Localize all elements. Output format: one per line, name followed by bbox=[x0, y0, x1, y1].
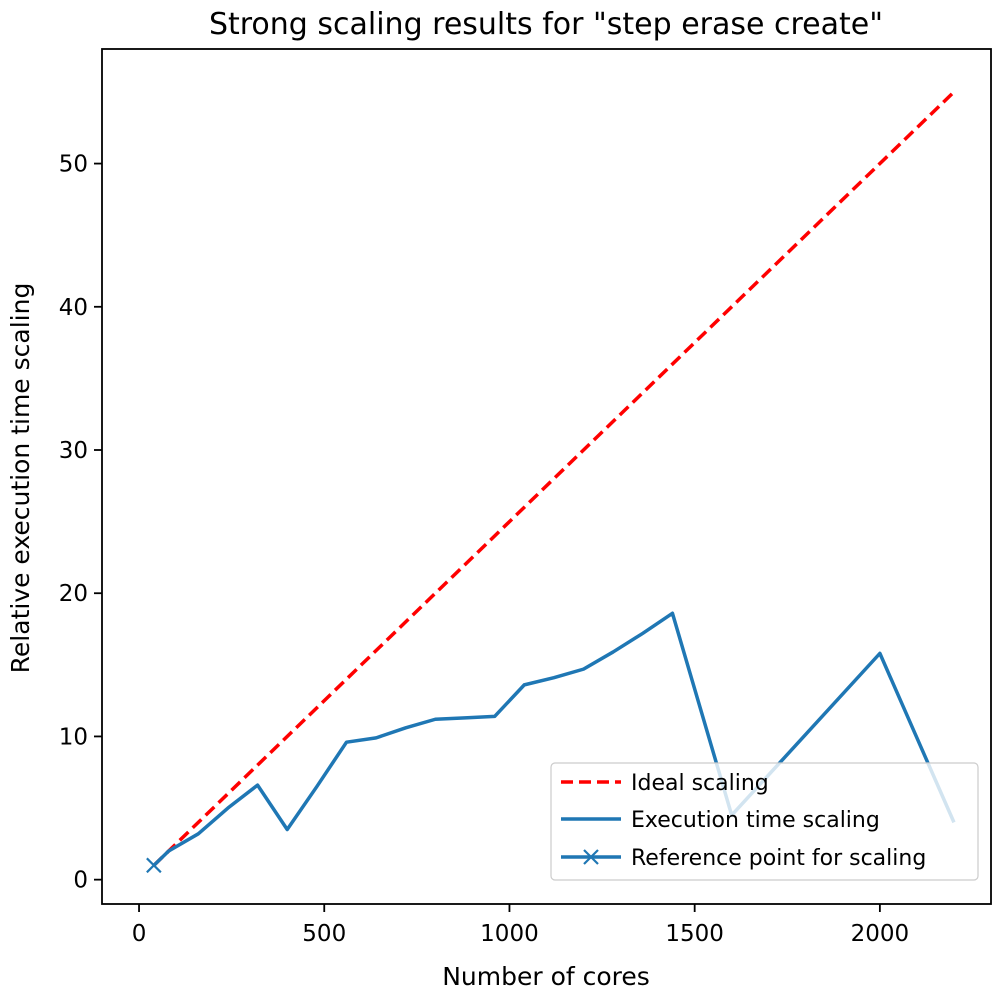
x-tick-label: 1500 bbox=[665, 921, 724, 947]
axes-layer: 0 500 1000 1500 2000 0 10 20 30 40 50 bbox=[59, 48, 992, 947]
legend-swatch-reference-marker-b bbox=[583, 849, 599, 865]
x-tick-label: 0 bbox=[132, 921, 147, 947]
y-axis-label: Relative execution time scaling bbox=[6, 283, 35, 674]
y-tick-label: 30 bbox=[59, 438, 88, 464]
series-layer bbox=[146, 90, 956, 874]
reference-marker-stroke-b bbox=[146, 857, 162, 874]
legend-box bbox=[550, 762, 979, 881]
reference-point-marker bbox=[146, 857, 162, 874]
x-axis-label: Number of cores bbox=[442, 962, 650, 991]
ideal-scaling-line bbox=[152, 90, 956, 867]
x-tick-label: 500 bbox=[302, 921, 346, 947]
legend: Ideal scaling Execution time scaling Refer… bbox=[550, 762, 979, 881]
legend-entry-label: Ideal scaling bbox=[631, 771, 769, 796]
y-tick-label: 50 bbox=[59, 152, 88, 178]
legend-entry-label: Execution time scaling bbox=[631, 808, 880, 833]
x-tick-label: 2000 bbox=[851, 921, 910, 947]
chart-title: Strong scaling results for "step erase c… bbox=[209, 7, 883, 42]
y-tick-label: 10 bbox=[59, 724, 88, 750]
plot-frame bbox=[101, 48, 992, 905]
y-tick-label: 40 bbox=[59, 295, 88, 321]
y-tick-label: 20 bbox=[59, 581, 88, 607]
y-tick-label: 0 bbox=[73, 868, 88, 894]
x-tick-label: 1000 bbox=[480, 921, 539, 947]
legend-entry-label: Reference point for scaling bbox=[631, 846, 926, 871]
execution-time-line bbox=[152, 611, 956, 867]
